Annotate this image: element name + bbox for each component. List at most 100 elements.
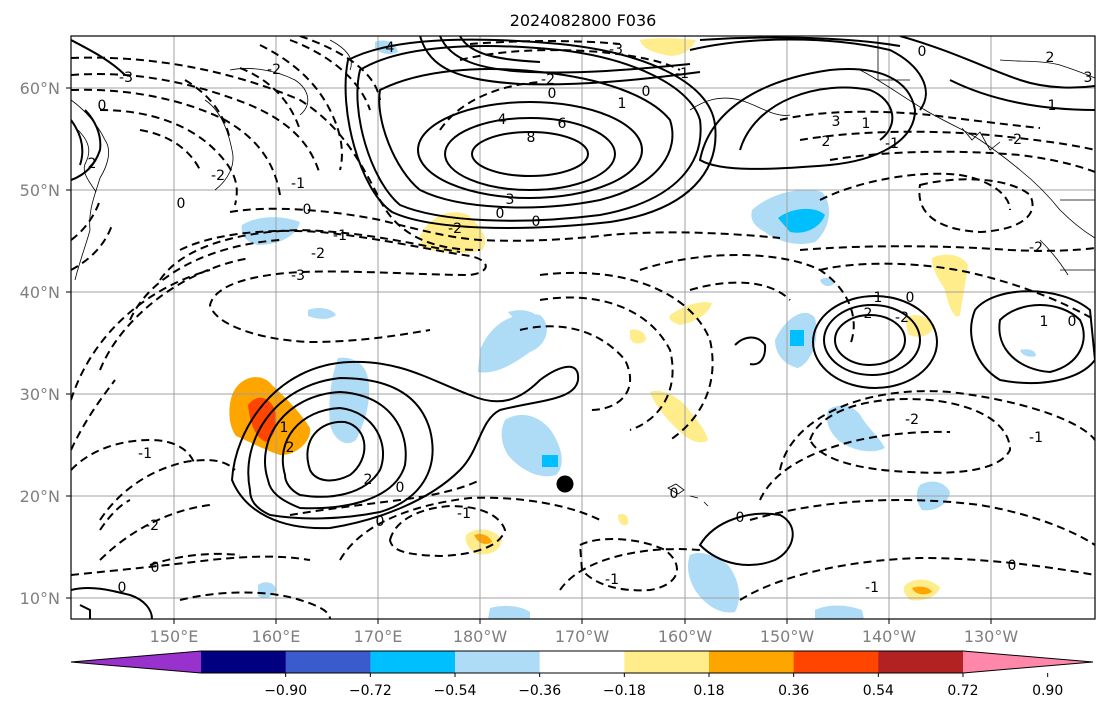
contour-label: 8 (527, 130, 536, 146)
colorbar-tick-label: 0.18 (693, 683, 724, 699)
contour-label: 0 (548, 86, 557, 102)
contour-label: 1 (862, 116, 871, 132)
contour-labels: 4 8 6 3 0 0 -2 -1 -2 -3 0 0 -1 -2 -3 0 2… (88, 40, 1093, 596)
contour-label: -3 (119, 70, 133, 86)
contour-label: -1 (1029, 430, 1043, 446)
contour-label: -2 (267, 62, 281, 78)
colorbar-tick-label: −0.54 (434, 683, 477, 699)
colorbar-outline (70, 650, 1094, 674)
contour-label: -1 (885, 136, 899, 152)
contour-label: 0 (396, 480, 405, 496)
colorbar-tick-label: −0.90 (264, 683, 307, 699)
contour-label: 0 (1068, 314, 1077, 330)
contour-label: 4 (498, 112, 507, 128)
colorbar-segment (201, 651, 287, 673)
colorbar-tick-label: 0.90 (1032, 683, 1063, 699)
contour-label: 0 (98, 98, 107, 114)
contour-label: 2 (286, 440, 295, 456)
colorbar-tick-label: 0.54 (863, 683, 894, 699)
contour-label: 3 (832, 114, 841, 130)
colorbar: −0.90 −0.72 −0.54 −0.36 −0.18 0.18 0.36 0.54 0.7… (70, 650, 1094, 699)
contour-label: 1 (874, 290, 883, 306)
solid-contours (71, 36, 1095, 619)
lon-tick-label: 140°W (862, 627, 917, 646)
contour-label: -2 (1008, 132, 1022, 148)
graticule (71, 36, 1095, 619)
contour-label: -2 (211, 168, 225, 184)
colorbar-tick-label: 0.72 (947, 683, 978, 699)
contour-label: 1 (618, 96, 627, 112)
contour-label: 0 (177, 196, 186, 212)
contour-label: 1 (1048, 98, 1057, 114)
colorbar-segments (70, 650, 1094, 674)
location-marker (556, 475, 574, 493)
colorbar-segment (878, 651, 964, 673)
contour-label: 3 (1084, 70, 1093, 86)
colorbar-tick-label: −0.72 (349, 683, 392, 699)
lon-tick-label: 130°W (964, 627, 1019, 646)
contour-label: -2 (1029, 240, 1043, 256)
contour-label: 2 (822, 134, 831, 150)
contour-label: -1 (675, 66, 689, 82)
contour-label: 0 (496, 206, 505, 222)
contour-label: -1 (138, 446, 152, 462)
dashed-contours (71, 36, 1095, 619)
colorbar-extend-high (963, 651, 1093, 673)
contour-label: 0 (376, 514, 385, 530)
contour-label: -1 (457, 506, 471, 522)
contour-label: -1 (865, 580, 879, 596)
contour-label: 0 (918, 44, 927, 60)
contour-label: -2 (541, 72, 555, 88)
lon-tick-label: 160°W (658, 627, 713, 646)
contour-label: -1 (605, 572, 619, 588)
contour-label: 0 (670, 486, 679, 502)
lat-tick-label: 30°N (20, 385, 60, 404)
colorbar-segment (793, 651, 879, 673)
lat-tick-label: 60°N (20, 79, 60, 98)
colorbar-extend-low (71, 651, 201, 673)
lat-tick-label: 20°N (20, 487, 60, 506)
colorbar-tick-label: 0.36 (778, 683, 809, 699)
lat-axis: 60°N 50°N 40°N 30°N 20°N 10°N (20, 79, 71, 608)
colorbar-segment (539, 651, 625, 673)
contour-label: -3 (609, 42, 623, 58)
contour-label: 2 (1046, 50, 1055, 66)
contour-label: 0 (532, 214, 541, 230)
contour-label: 1 (1040, 314, 1049, 330)
contour-label: -2 (895, 310, 909, 326)
map-plot-area: 4 8 6 3 0 0 -2 -1 -2 -3 0 0 -1 -2 -3 0 2… (70, 35, 1096, 620)
contour-label: 6 (558, 116, 567, 132)
lon-tick-label: 150°W (760, 627, 815, 646)
colorbar-tick-label: −0.18 (603, 683, 646, 699)
lon-tick-label: 160°E (252, 627, 301, 646)
contour-label: 0 (151, 560, 160, 576)
contour-label: -1 (333, 228, 347, 244)
lat-tick-label: 10°N (20, 589, 60, 608)
colorbar-segment (624, 651, 710, 673)
figure-title: 2024082800 F036 (510, 11, 657, 30)
colorbar-segment (370, 651, 456, 673)
contour-label: 0 (736, 510, 745, 526)
contour-label: -2 (905, 412, 919, 428)
contour-label: 0 (906, 290, 915, 306)
contour-label: 2 (364, 472, 373, 488)
contour-label: 0 (642, 84, 651, 100)
lon-tick-label: 150°E (150, 627, 199, 646)
lon-tick-label: 170°E (354, 627, 403, 646)
contour-label: 0 (303, 202, 312, 218)
colorbar-segment (455, 651, 541, 673)
contour-label: 0 (118, 580, 127, 596)
contour-label: -1 (291, 176, 305, 192)
contour-label: -2 (145, 518, 159, 534)
contour-label: 4 (386, 40, 395, 56)
colorbar-tick-label: −0.36 (518, 683, 561, 699)
contour-label: -3 (291, 268, 305, 284)
lon-tick-label: 170°W (555, 627, 610, 646)
colorbar-ticks: −0.90 −0.72 −0.54 −0.36 −0.18 0.18 0.36 0.54 0.7… (264, 673, 1063, 699)
contour-label: 1 (280, 420, 289, 436)
contour-label: 2 (864, 306, 873, 322)
contour-label: -2 (448, 221, 462, 237)
lat-tick-label: 40°N (20, 283, 60, 302)
contour-label: 3 (506, 192, 515, 208)
